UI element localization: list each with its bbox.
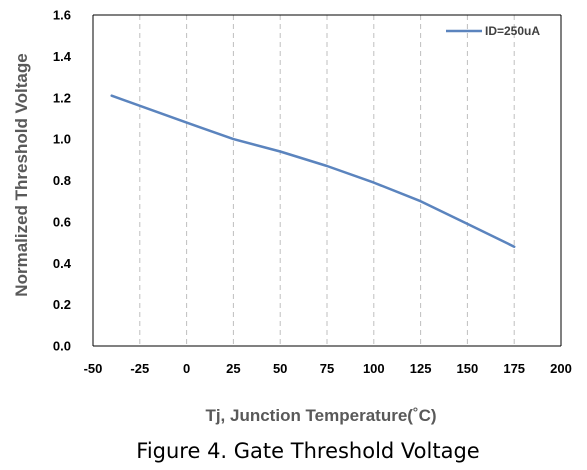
tick-labels: 0.0 0.2 0.4 0.6 0.8 1.0 1.2 1.4 1.6 -50 -25 0 25 50 75… — [53, 8, 572, 377]
y-tick-label: 0.6 — [53, 214, 71, 229]
axes — [92, 14, 562, 347]
series-layer — [110, 94, 516, 248]
y-tick-label: 0.8 — [53, 173, 71, 188]
legend-label: ID=250uA — [485, 24, 540, 38]
x-tick-label: 200 — [550, 361, 572, 376]
x-tick-label: -25 — [130, 361, 149, 376]
x-tick-label: 75 — [320, 361, 334, 376]
x-tick-label: 50 — [273, 361, 287, 376]
y-axis-title: Normalized Threshold Voltage — [12, 53, 31, 296]
y-tick-label: 1.2 — [53, 90, 71, 105]
legend: ID=250uA — [446, 24, 540, 38]
y-tick-label: 0.2 — [53, 297, 71, 312]
x-tick-label: 175 — [503, 361, 525, 376]
figure-caption: Figure 4. Gate Threshold Voltage — [136, 439, 479, 463]
grid-lines — [139, 15, 515, 346]
x-tick-label: 150 — [457, 361, 479, 376]
y-tick-label: 1.6 — [53, 8, 71, 23]
y-tick-label: 1.0 — [53, 132, 71, 147]
y-tick-label: 0.0 — [53, 339, 71, 354]
y-tick-label: 1.4 — [53, 49, 72, 64]
series-line — [110, 94, 516, 248]
x-tick-label: 0 — [183, 361, 190, 376]
x-tick-label: -50 — [84, 361, 103, 376]
x-tick-label: 100 — [363, 361, 385, 376]
y-tick-label: 0.4 — [53, 256, 72, 271]
x-tick-label: 25 — [226, 361, 240, 376]
x-tick-label: 125 — [410, 361, 432, 376]
x-axis-title: Tj, Junction Temperature(˚C) — [205, 406, 436, 425]
